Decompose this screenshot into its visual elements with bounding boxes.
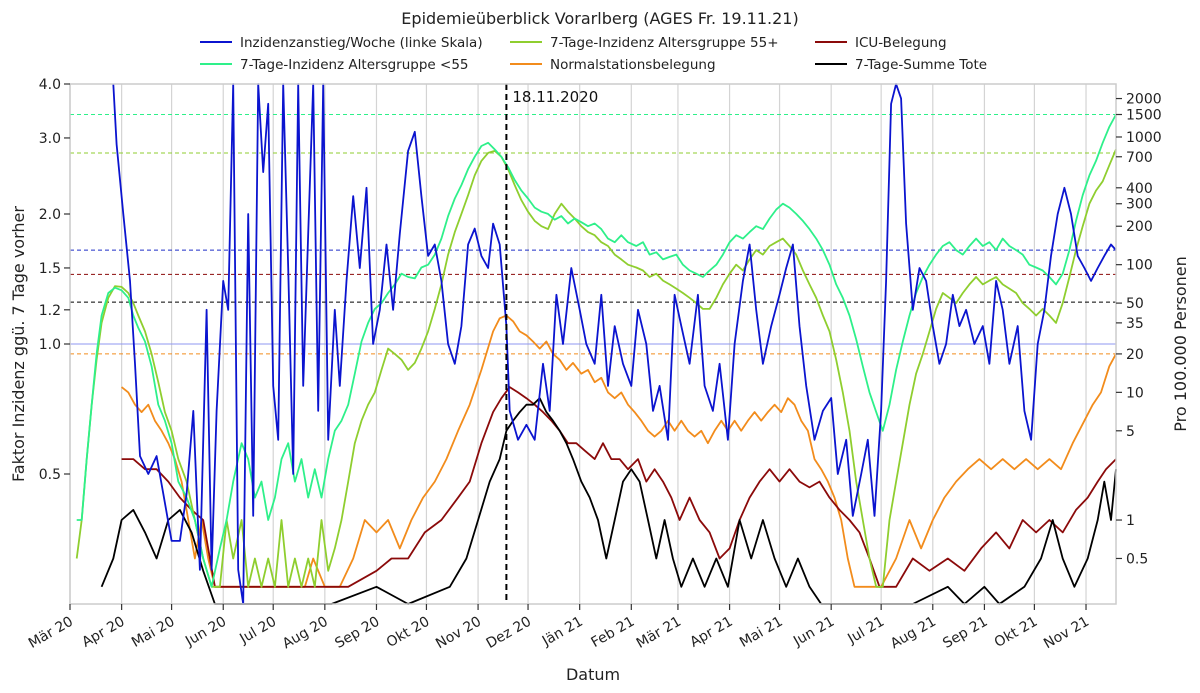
x-tick-label: Jul 20	[236, 614, 279, 648]
legend-label: 7-Tage-Inzidenz Altersgruppe 55+	[550, 35, 779, 51]
right-tick-label: 20	[1126, 347, 1144, 363]
x-tick-label: Apr 20	[79, 614, 127, 651]
right-tick-label: 400	[1126, 181, 1153, 197]
right-tick-label: 1	[1126, 513, 1135, 529]
right-tick-label: 5	[1126, 424, 1135, 440]
legend-label: 7-Tage-Summe Tote	[855, 57, 987, 73]
legend-label: Inzidenzanstieg/Woche (linke Skala)	[240, 35, 483, 51]
left-tick-label: 3.0	[39, 131, 61, 147]
left-axis: 0.5 1.0 1.2 1.5 2.0 3.0 4.0	[39, 77, 70, 483]
right-tick-label: 300	[1126, 197, 1153, 213]
annotation: 18.11.2020	[505, 84, 598, 604]
right-tick-label: 200	[1126, 219, 1153, 235]
x-tick-label: Nov 21	[1041, 614, 1092, 653]
chart-title: Epidemieüberblick Vorarlberg (AGES Fr. 1…	[401, 9, 798, 28]
legend-label: ICU-Belegung	[855, 35, 947, 51]
x-tick-label: Feb 21	[589, 614, 638, 651]
right-tick-label: 1500	[1126, 108, 1162, 124]
x-tick-label: Jun 20	[182, 614, 229, 650]
left-tick-label: 1.0	[39, 337, 61, 353]
right-tick-label: 0.5	[1126, 551, 1148, 567]
right-tick-label: 50	[1126, 296, 1144, 312]
x-tick-label: Apr 21	[687, 614, 735, 651]
right-tick-label: 1000	[1126, 130, 1162, 146]
x-axis: Mär 20 Apr 20 Mai 20 Jun 20 Jul 20 Aug 20 Sep …	[26, 604, 1092, 652]
left-tick-label: 0.5	[39, 467, 61, 483]
legend-label: 7-Tage-Inzidenz Altersgruppe <55	[240, 57, 469, 73]
right-tick-label: 2000	[1126, 92, 1162, 108]
legend-label: Normalstationsbelegung	[550, 57, 716, 73]
reference-lines	[70, 114, 1116, 355]
x-tick-label: Nov 20	[433, 614, 484, 653]
series-line-1	[76, 114, 1117, 588]
x-tick-label: Jun 21	[790, 614, 837, 650]
x-axis-title: Datum	[566, 665, 620, 684]
x-tick-label: Okt 20	[384, 614, 433, 651]
left-tick-label: 4.0	[39, 77, 61, 93]
series-layer	[75, 83, 1117, 605]
series-line-3	[121, 314, 1117, 588]
legend: Inzidenzanstieg/Woche (linke Skala) 7-Tag…	[200, 35, 987, 73]
right-tick-label: 10	[1126, 385, 1144, 401]
x-tick-label: Mär 21	[634, 614, 684, 652]
series-line-0	[112, 83, 1117, 605]
x-tick-label: Aug 21	[888, 614, 939, 653]
right-tick-label: 100	[1126, 258, 1153, 274]
x-tick-label: Sep 20	[332, 614, 382, 652]
x-tick-label: Aug 20	[280, 614, 331, 653]
x-tick-label: Mär 20	[26, 614, 76, 652]
x-tick-label: Okt 21	[992, 614, 1041, 651]
x-tick-label: Jul 21	[844, 614, 887, 648]
left-axis-title: Faktor Inzidenz ggü. 7 Tage vorher	[9, 206, 28, 482]
left-tick-label: 1.5	[39, 261, 61, 277]
x-tick-label: Jän 21	[539, 614, 586, 650]
x-tick-label: Mai 20	[129, 614, 178, 651]
annotation-label: 18.11.2020	[512, 88, 598, 106]
left-tick-label: 2.0	[39, 207, 61, 223]
left-tick-label: 1.2	[39, 303, 61, 319]
series-line-2	[75, 149, 1117, 588]
right-tick-label: 35	[1126, 316, 1144, 332]
series-line-5	[100, 397, 1117, 605]
series-line-4	[121, 386, 1117, 588]
right-axis-title: Pro 100.000 Personen	[1171, 256, 1190, 431]
right-tick-label: 700	[1126, 150, 1153, 166]
x-tick-label: Mai 21	[737, 614, 786, 651]
x-tick-label: Sep 21	[940, 614, 990, 652]
x-tick-label: Dez 20	[484, 614, 534, 652]
